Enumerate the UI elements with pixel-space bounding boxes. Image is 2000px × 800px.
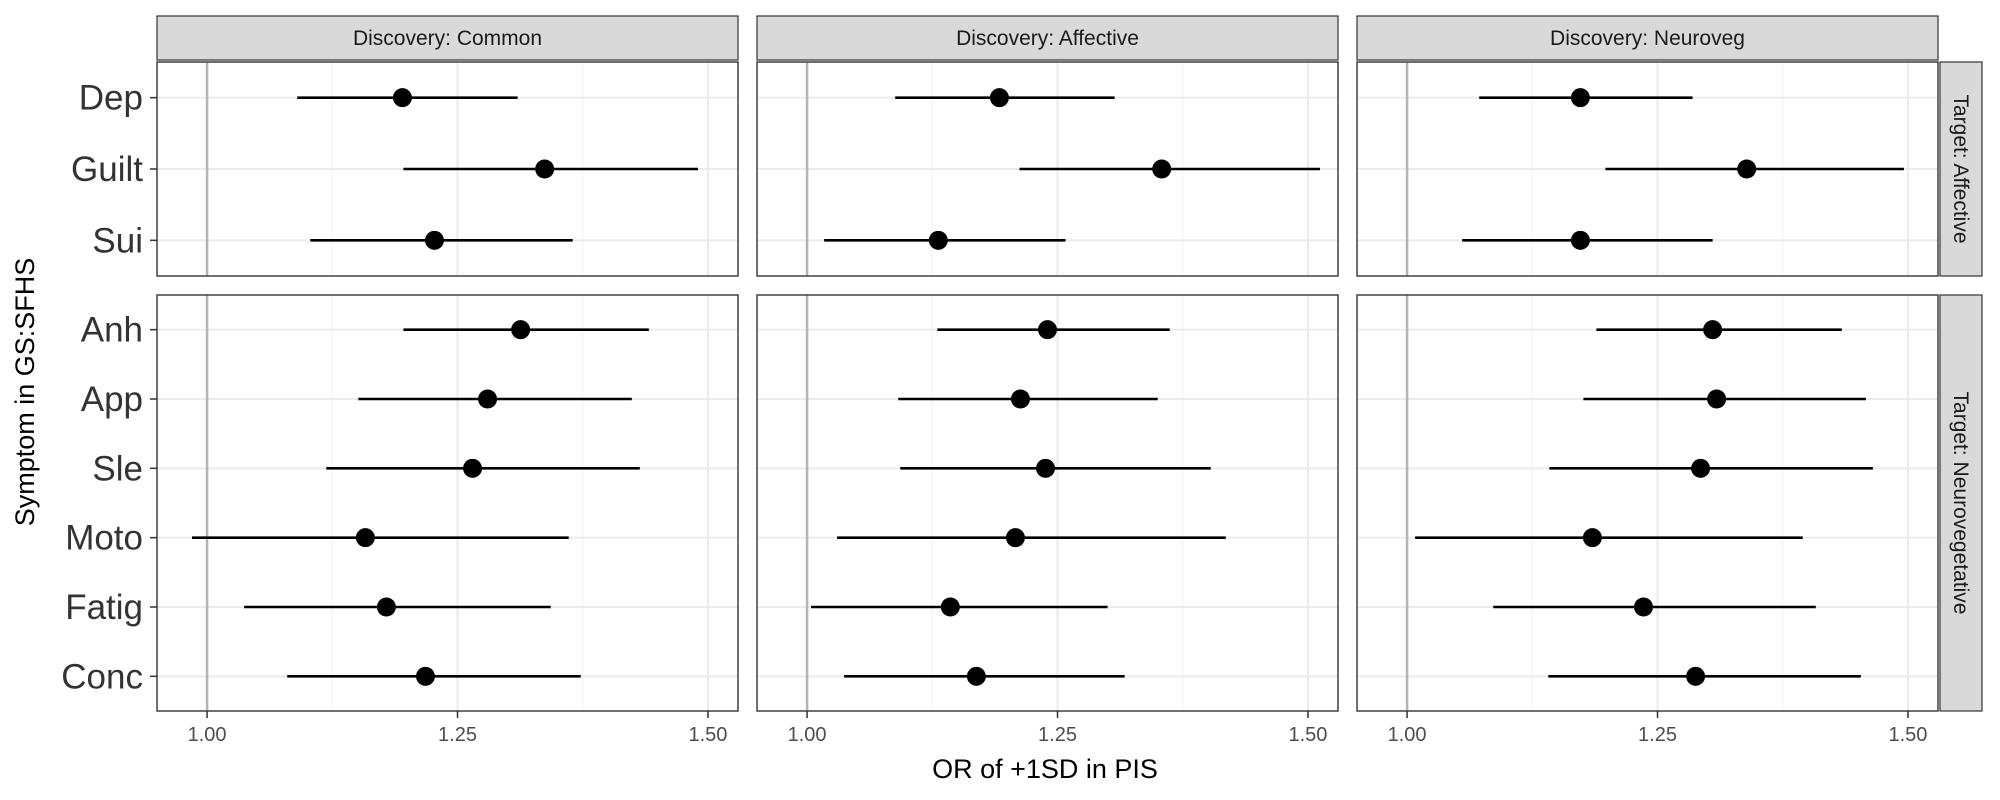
point-estimate-neurovegetative-affective-fatig [940, 597, 960, 617]
point-estimate-affective-common-guilt [535, 159, 555, 179]
panel-border-affective-neuroveg [1356, 61, 1939, 277]
point-estimate-affective-affective-guilt [1152, 159, 1172, 179]
point-estimate-neurovegetative-common-moto [355, 528, 375, 548]
point-estimate-neurovegetative-affective-anh [1038, 320, 1057, 340]
point-estimate-affective-neuroveg-sui [1570, 230, 1590, 250]
point-estimate-neurovegetative-affective-conc [966, 666, 986, 686]
x-tick-label-common: 1.50 [688, 724, 727, 746]
facet-strip-label-neuroveg: Discovery: Neuroveg [1550, 27, 1745, 50]
point-estimate-neurovegetative-common-anh [511, 320, 531, 340]
point-estimate-neurovegetative-neuroveg-anh [1703, 320, 1723, 340]
point-estimate-affective-common-dep [392, 88, 412, 108]
row-strip-label-neurovegetative: Target: Neurovegetative [1949, 392, 1972, 615]
point-estimate-affective-affective-sui [928, 230, 948, 250]
x-tick-label-affective: 1.50 [1288, 724, 1327, 746]
x-tick-label-common: 1.00 [188, 724, 227, 746]
point-estimate-affective-neuroveg-dep [1570, 88, 1590, 108]
panel-border-neurovegetative-common [156, 294, 739, 712]
panel-border-neurovegetative-neuroveg [1356, 294, 1939, 712]
point-estimate-neurovegetative-neuroveg-app [1707, 389, 1727, 409]
x-tick-label-common: 1.25 [438, 724, 477, 746]
point-estimate-neurovegetative-neuroveg-fatig [1633, 597, 1653, 617]
point-estimate-neurovegetative-common-fatig [376, 597, 396, 617]
panel-bg-neurovegetative-affective [757, 295, 1338, 711]
x-tick-label-affective: 1.25 [1038, 724, 1077, 746]
y-tick-label-guilt: Guilt [71, 150, 143, 189]
point-estimate-neurovegetative-affective-moto [1005, 528, 1025, 548]
facet-strip-neuroveg [1356, 15, 1939, 61]
point-estimate-neurovegetative-common-sle [463, 458, 483, 478]
y-tick-label-conc: Conc [61, 657, 143, 696]
facet-strip-label-affective: Discovery: Affective [956, 27, 1139, 50]
panel-border-affective-affective [756, 61, 1339, 277]
row-strip-affective [1939, 61, 1983, 277]
row-strip-neurovegetative [1939, 294, 1983, 712]
point-estimate-neurovegetative-affective-sle [1035, 458, 1055, 478]
y-tick-label-fatig: Fatig [65, 588, 143, 627]
point-estimate-neurovegetative-neuroveg-moto [1582, 528, 1602, 548]
point-estimate-affective-neuroveg-guilt [1737, 159, 1757, 179]
facet-strip-affective [756, 15, 1339, 61]
x-axis-title: OR of +1SD in PIS [932, 754, 1158, 784]
point-estimate-neurovegetative-neuroveg-sle [1691, 458, 1711, 478]
panel-bg-neurovegetative-neuroveg [1357, 295, 1938, 711]
panel-border-neurovegetative-affective [756, 294, 1339, 712]
point-estimate-neurovegetative-affective-app [1010, 389, 1030, 409]
facet-strip-common [156, 15, 739, 61]
row-strip-label-affective: Target: Affective [1949, 94, 1972, 243]
x-tick-label-affective: 1.00 [788, 724, 827, 746]
panel-bg-neurovegetative-common [157, 295, 738, 711]
x-tick-label-neuroveg: 1.00 [1388, 724, 1427, 746]
point-estimate-neurovegetative-common-conc [415, 666, 435, 686]
y-tick-label-anh: Anh [81, 311, 143, 350]
y-axis-title: Symptom in GS:SFHS [10, 258, 40, 527]
x-tick-label-neuroveg: 1.25 [1638, 724, 1677, 746]
y-tick-label-sui: Sui [92, 221, 143, 260]
point-estimate-affective-affective-dep [989, 88, 1009, 108]
y-tick-label-dep: Dep [79, 79, 143, 118]
x-tick-label-neuroveg: 1.50 [1888, 724, 1927, 746]
facet-strip-label-common: Discovery: Common [353, 27, 542, 50]
y-tick-label-app: App [81, 380, 143, 419]
point-estimate-neurovegetative-common-app [478, 389, 498, 409]
point-estimate-affective-common-sui [424, 230, 444, 250]
y-tick-label-moto: Moto [65, 519, 143, 558]
y-tick-label-sle: Sle [92, 449, 143, 488]
point-estimate-neurovegetative-neuroveg-conc [1686, 666, 1706, 686]
